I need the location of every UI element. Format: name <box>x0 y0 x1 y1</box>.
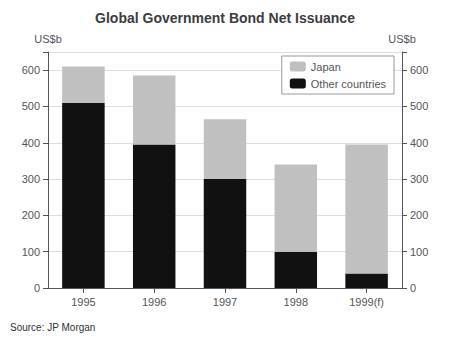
svg-text:300: 300 <box>22 173 40 185</box>
svg-text:Source: JP Morgan: Source: JP Morgan <box>10 322 95 333</box>
svg-text:300: 300 <box>410 173 428 185</box>
svg-text:0: 0 <box>34 282 40 294</box>
svg-text:100: 100 <box>22 246 40 258</box>
svg-text:1997: 1997 <box>213 296 237 308</box>
svg-text:US$b: US$b <box>34 33 62 45</box>
svg-text:200: 200 <box>22 209 40 221</box>
svg-text:200: 200 <box>410 209 428 221</box>
svg-text:600: 600 <box>410 64 428 76</box>
svg-text:1999(f): 1999(f) <box>349 296 384 308</box>
svg-text:400: 400 <box>22 137 40 149</box>
svg-text:1998: 1998 <box>284 296 308 308</box>
svg-text:Other countries: Other countries <box>311 78 387 90</box>
svg-text:1995: 1995 <box>71 296 95 308</box>
svg-text:Japan: Japan <box>311 61 341 73</box>
svg-text:500: 500 <box>22 100 40 112</box>
svg-text:100: 100 <box>410 246 428 258</box>
svg-text:1996: 1996 <box>142 296 166 308</box>
svg-text:0: 0 <box>410 282 416 294</box>
svg-text:US$b: US$b <box>388 33 416 45</box>
svg-text:600: 600 <box>22 64 40 76</box>
svg-text:400: 400 <box>410 137 428 149</box>
svg-text:500: 500 <box>410 100 428 112</box>
svg-text:Global Government Bond Net Iss: Global Government Bond Net Issuance <box>95 10 355 26</box>
